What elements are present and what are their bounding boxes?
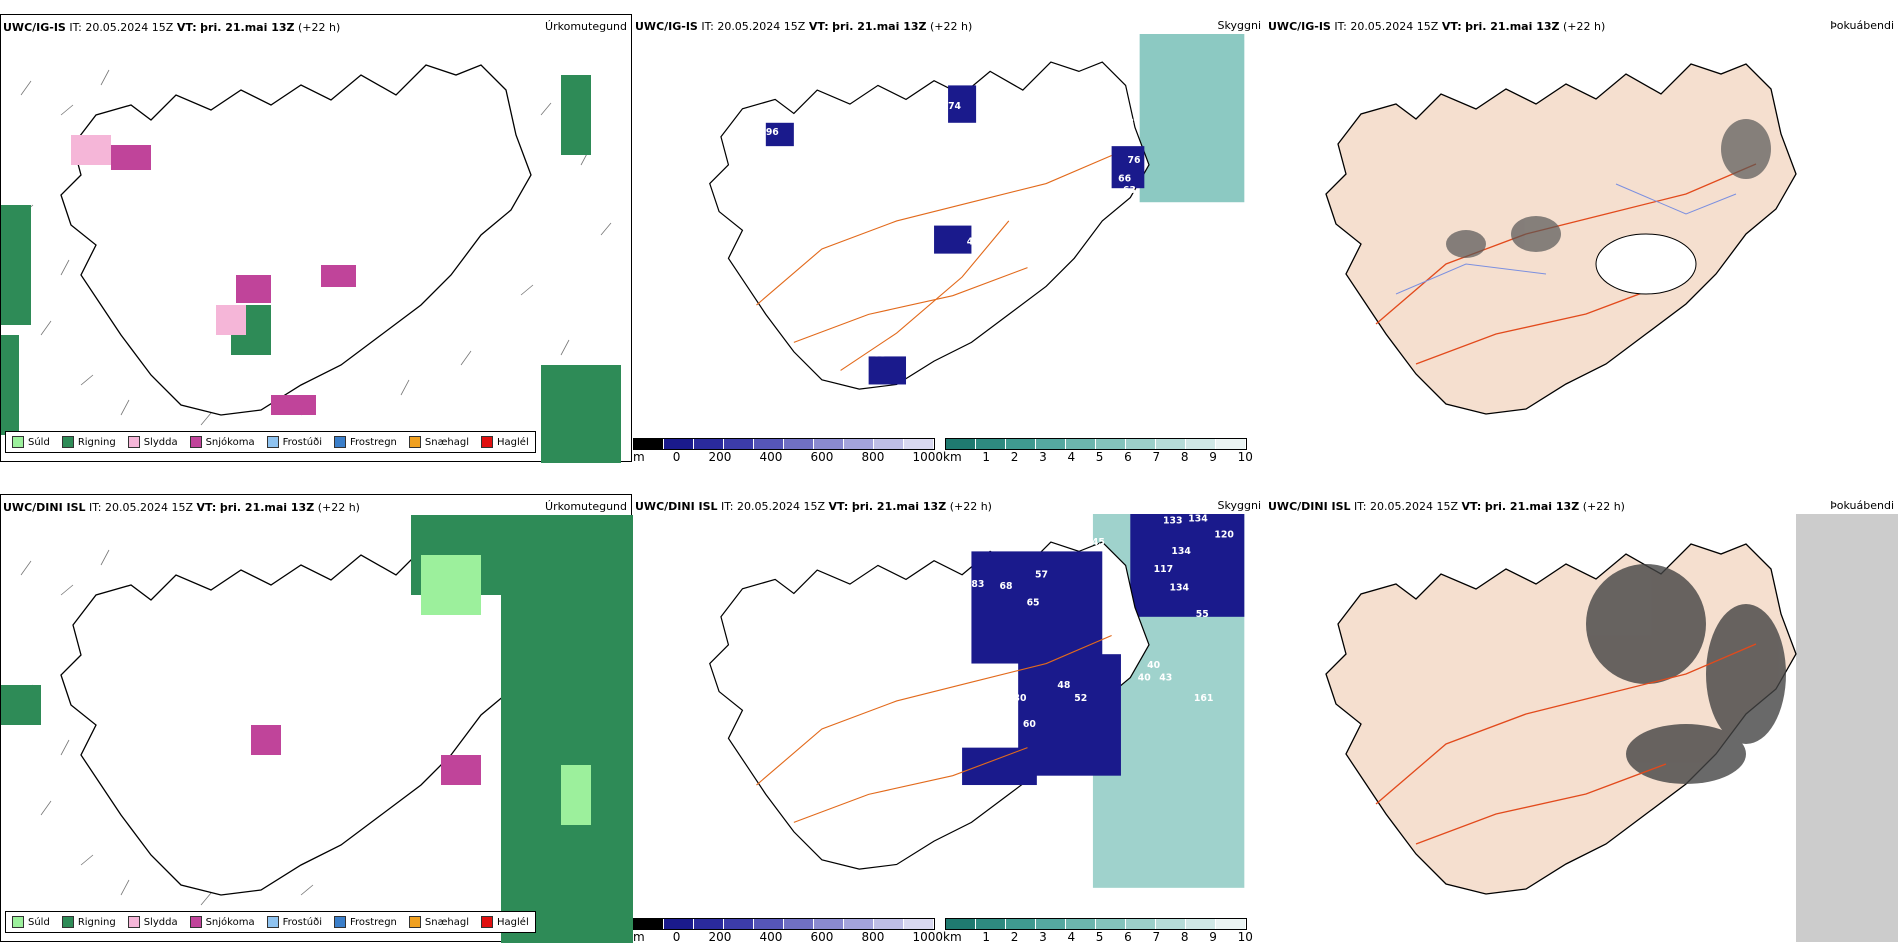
visibility-value-label: 96 <box>766 127 779 138</box>
panel-title: Skyggni <box>1217 499 1261 512</box>
visibility-value-label: 78 <box>970 204 983 215</box>
visibility-value-label: 57 <box>1035 570 1048 581</box>
panel-title: Þokuábendi <box>1830 499 1894 512</box>
legend-item: Rigning <box>61 436 116 448</box>
panel-title: Úrkomutegund <box>545 20 627 33</box>
visibility-value-label: 48 <box>1057 680 1070 691</box>
visibility-panel-2: UWC/DINI ISL IT: 20.05.2024 15Z VT: þri.… <box>633 494 1330 944</box>
visibility-value-label: 83 <box>971 579 984 590</box>
precip-legend: Súld Rigning Slydda Snjókoma Frostúði Fr… <box>5 431 536 453</box>
visibility-value-label: 60 <box>962 385 975 396</box>
visibility-value-label: 74 <box>948 101 961 112</box>
visibility-value-label: 92 <box>976 710 989 721</box>
visibility-value-label: 76 <box>1128 155 1141 166</box>
legend-item: Súld <box>12 436 50 448</box>
visibility-colorbar: m 0 200 400 600 800 1000 km 1 2 3 4 5 6 7 8 9 10 <box>633 434 1265 464</box>
fog-map <box>1325 514 1898 942</box>
fog-map <box>1325 63 1797 415</box>
visibility-value-label: 117 <box>1154 564 1173 575</box>
legend-item: Frostregn <box>334 436 397 448</box>
visibility-value-label: 68 <box>999 581 1012 592</box>
panel-title: Skyggni <box>1217 19 1261 32</box>
fog-panel-1: UWC/IG-IS IT: 20.05.2024 15Z VT: þri. 21… <box>1266 14 1898 462</box>
visibility-value-label: 65 <box>936 299 949 310</box>
visibility-value-label: 134 <box>1188 514 1208 524</box>
visibility-value-label: 60 <box>1023 719 1036 730</box>
legend-item: Haglél <box>481 436 529 448</box>
visibility-value-label: 134 <box>1171 546 1191 557</box>
precip-type-panel-1: UWC/IG-IS IT: 20.05.2024 15Z VT: þri. 21… <box>0 14 632 463</box>
legend-item: Snæhagl <box>408 436 469 448</box>
visibility-value-label: 55 <box>1196 609 1209 620</box>
visibility-map: 96 78 74 76 43 48 40 66 65 60 75 76 63 65 <box>709 34 1245 403</box>
visibility-value-label: 40 <box>1121 133 1134 144</box>
panel-title: Úrkomutegund <box>545 500 627 513</box>
precip-type-panel-2: UWC/DINI ISL IT: 20.05.2024 15Z VT: þri.… <box>0 494 633 943</box>
visibility-value-label: 66 <box>1118 174 1131 185</box>
visibility-value-label: 225 <box>1046 532 1065 543</box>
precip-legend: Súld Rigning Slydda Snjókoma Frostúði Fr… <box>5 911 536 933</box>
panel-header: UWC/IG-IS IT: 20.05.2024 15Z VT: þri. 21… <box>635 20 973 33</box>
panel-header: UWC/IG-IS IT: 20.05.2024 15Z VT: þri. 21… <box>1268 20 1606 33</box>
visibility-value-label: 30 <box>1013 693 1026 704</box>
visibility-value-label: 76 <box>962 131 975 142</box>
snow-areas <box>111 145 356 415</box>
visibility-value-label: 75 <box>932 392 945 403</box>
visibility-value-label: 161 <box>1194 693 1213 704</box>
visibility-value-label: 52 <box>1074 693 1087 704</box>
visibility-value-label: 43 <box>1159 672 1172 683</box>
panel-header: UWC/IG-IS IT: 20.05.2024 15Z VT: þri. 21… <box>3 21 341 34</box>
legend-item: Frostúði <box>266 436 322 448</box>
precip-map <box>1 515 633 943</box>
visibility-value-label: 145 <box>1085 537 1104 548</box>
visibility-value-label: 40 <box>1147 660 1160 671</box>
visibility-value-label: 48 <box>1121 118 1134 129</box>
visibility-value-label: 65 <box>873 348 886 359</box>
visibility-value-label: 40 <box>1138 672 1151 683</box>
panel-header: UWC/DINI ISL IT: 20.05.2024 15Z VT: þri.… <box>635 500 992 513</box>
panel-title: Þokuábendi <box>1830 19 1894 32</box>
legend-item: Slydda <box>127 436 178 448</box>
visibility-value-label: 133 <box>1163 515 1182 526</box>
sleet-areas <box>71 135 246 335</box>
precip-map <box>1 64 621 463</box>
visibility-value-label: 43 <box>967 236 980 247</box>
visibility-map: 133 134 120 225 145 134 117 57 68 83 65 134 55 92 30 48… <box>709 514 1245 888</box>
visibility-value-label: 65 <box>1027 598 1040 609</box>
visibility-colorbar: m 0 200 400 600 800 1000 km 1 2 3 4 5 6 7 8 9 10 <box>633 914 1265 944</box>
panel-header: UWC/DINI ISL IT: 20.05.2024 15Z VT: þri.… <box>3 501 360 514</box>
visibility-value-label: 63 <box>1123 185 1136 196</box>
visibility-panel-1: UWC/IG-IS IT: 20.05.2024 15Z VT: þri. 21… <box>633 14 1330 464</box>
legend-item: Snjókoma <box>189 436 255 448</box>
visibility-value-label: 120 <box>1214 529 1234 540</box>
visibility-value-label: 134 <box>1170 583 1190 594</box>
panel-header: UWC/DINI ISL IT: 20.05.2024 15Z VT: þri.… <box>1268 500 1625 513</box>
iceland-outline <box>60 64 532 416</box>
fog-panel-2: UWC/DINI ISL IT: 20.05.2024 15Z VT: þri.… <box>1266 494 1898 942</box>
